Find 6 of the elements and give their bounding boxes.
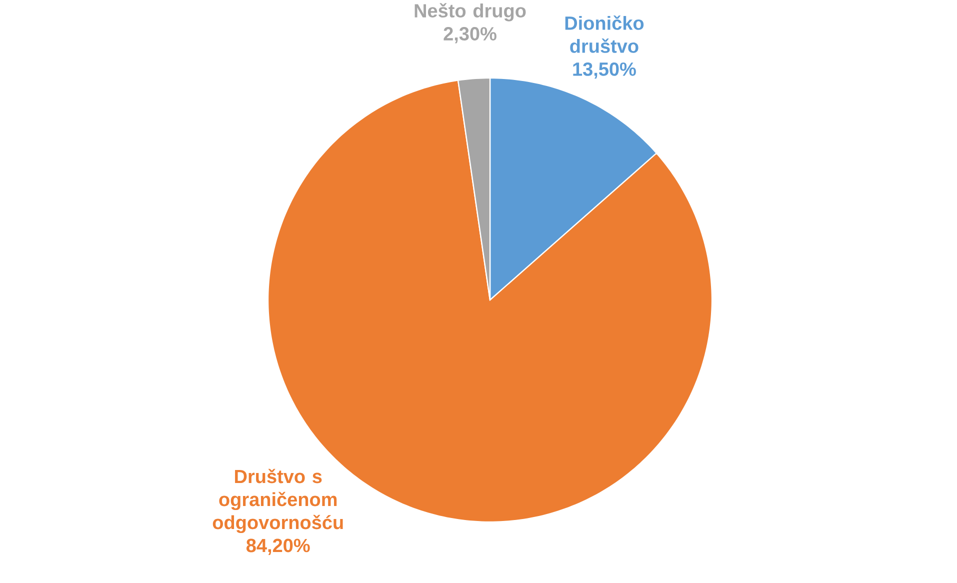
slice-label: Nešto drugo [414, 3, 526, 22]
data-label: 13,50% [573, 62, 636, 79]
data-label: 2,30% [444, 27, 496, 44]
slice-label: Društvo s ograničenom odgovornošću [212, 468, 343, 534]
data-label: 84,20% [246, 538, 310, 555]
slice-label: Dioničko društvo [565, 16, 644, 53]
